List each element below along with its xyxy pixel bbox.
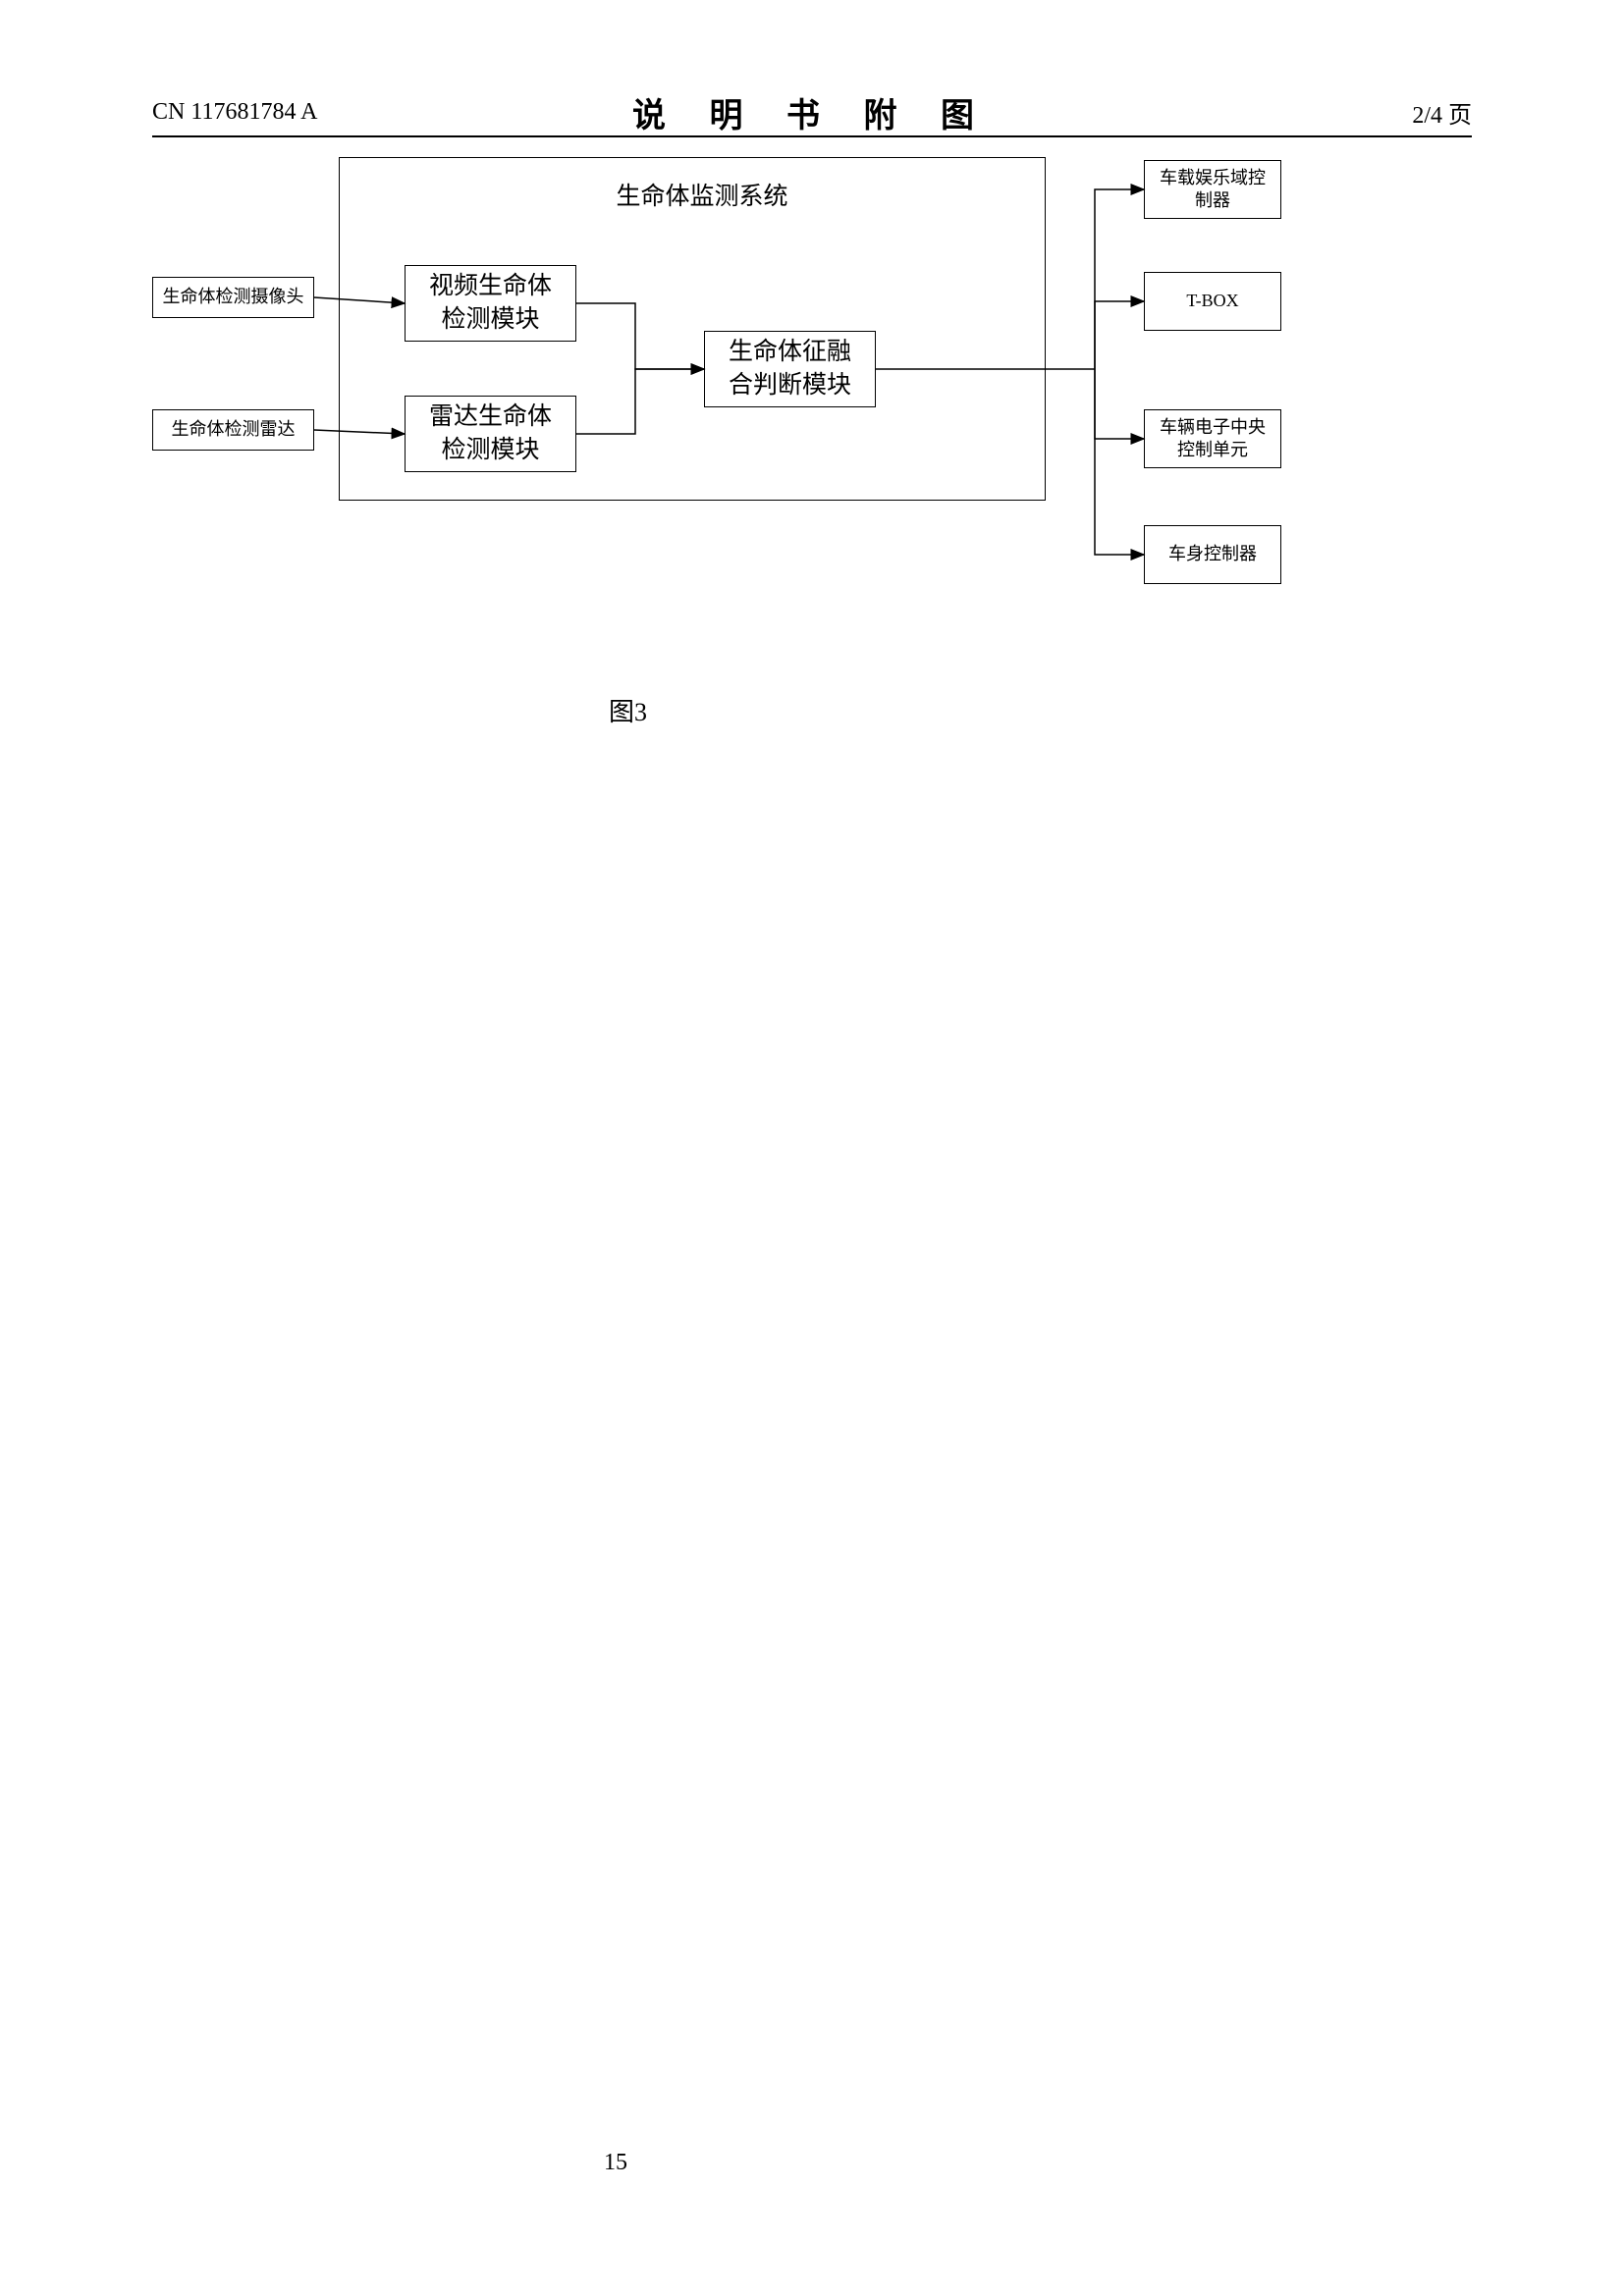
node-fusion: 生命体征融 合判断模块 (704, 331, 876, 407)
page-number: 15 (604, 2150, 627, 2176)
node-body: 车身控制器 (1144, 525, 1281, 584)
node-entertainment: 车载娱乐域控 制器 (1144, 160, 1281, 219)
edge-trunk-body (1095, 369, 1144, 555)
node-tbox: T-BOX (1144, 272, 1281, 331)
edge-trunk-tbox (1095, 301, 1144, 369)
system-title: 生命体监测系统 (604, 177, 800, 212)
node-camera: 生命体检测摄像头 (152, 277, 314, 318)
figure-label: 图3 (609, 692, 647, 728)
flowchart-diagram: 生命体监测系统生命体检测摄像头生命体检测雷达 视频生命体 检测模块雷达生命体 检测… (152, 152, 1472, 623)
header-title: 说 明 书 附 图 (632, 88, 992, 136)
patent-number: CN 117681784 A (152, 99, 317, 126)
edge-trunk-ecu (1095, 369, 1144, 439)
page-indicator: 2/4 页 (1412, 95, 1472, 130)
node-radar: 生命体检测雷达 (152, 409, 314, 451)
node-ecu: 车辆电子中央 控制单元 (1144, 409, 1281, 468)
page-header: CN 117681784 A 说 明 书 附 图 2/4 页 (152, 88, 1472, 137)
node-radar_module: 雷达生命体 检测模块 (405, 396, 576, 472)
node-video_module: 视频生命体 检测模块 (405, 265, 576, 342)
edge-trunk-entertainment (1095, 189, 1144, 369)
